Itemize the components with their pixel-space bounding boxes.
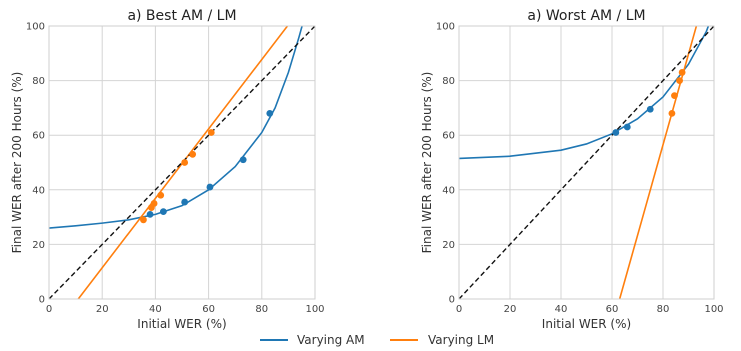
x-tick-label: 100 [704, 304, 723, 315]
y-tick-label: 100 [26, 22, 45, 33]
y-tick-label: 60 [442, 131, 455, 142]
tick-labels: 0 20 40 60 80 100 0 20 40 60 80 100 [26, 22, 325, 316]
y-tick-label: 40 [442, 185, 455, 196]
x-tick-label: 60 [202, 304, 215, 315]
data-point-varying-am [146, 210, 154, 218]
y-axis-label: Final WER after 200 Hours (%) [10, 72, 24, 254]
y-tick-label: 40 [32, 185, 45, 196]
legend-label-varying-lm: Varying LM [428, 333, 494, 347]
x-tick-label: 40 [149, 304, 162, 315]
identity-diagonal [459, 26, 714, 299]
y-tick-label: 0 [39, 295, 45, 306]
x-tick-label: 0 [46, 304, 52, 315]
data-point-varying-am [612, 129, 620, 136]
chart-panel-worst: a) Worst AM / LM Initial WER (%) Final W… [420, 8, 724, 331]
tick-labels: 0 20 40 60 80 100 0 20 40 60 80 100 [436, 22, 724, 316]
chart-title: a) Worst AM / LM [527, 8, 645, 24]
y-tick-label: 20 [442, 240, 455, 251]
y-tick-label: 100 [436, 22, 455, 33]
data-point-varying-lm [676, 77, 683, 84]
data-point-varying-am [181, 198, 189, 206]
x-tick-label: 40 [555, 304, 568, 315]
data-point-varying-lm [671, 92, 678, 100]
plot-frame [458, 25, 715, 300]
data-point-varying-lm [207, 129, 215, 136]
chart-panel-best: a) Best AM / LM Initial WER (%) Final WE… [10, 8, 325, 331]
x-tick-label: 100 [305, 304, 324, 315]
plot-content [459, 26, 714, 299]
data-point-varying-am [239, 156, 247, 164]
x-tick-label: 0 [456, 304, 462, 315]
y-tick-label: 60 [32, 131, 45, 142]
data-point-varying-lm [189, 150, 197, 158]
grid [48, 25, 316, 300]
data-point-varying-lm [157, 191, 165, 199]
x-axis-label: Initial WER (%) [137, 317, 226, 331]
data-point-varying-am [159, 208, 167, 216]
data-point-varying-am [266, 109, 274, 117]
data-point-varying-lm [150, 200, 158, 207]
data-point-varying-am [206, 183, 214, 191]
x-tick-label: 20 [96, 304, 109, 315]
fit-line-varying-lm [618, 26, 698, 299]
data-point-varying-lm [668, 109, 676, 117]
data-point-varying-lm [140, 216, 147, 224]
x-tick-label: 80 [657, 304, 670, 315]
y-tick-label: 80 [442, 76, 455, 87]
y-axis-label: Final WER after 200 Hours (%) [420, 72, 434, 254]
plot-frame [48, 25, 316, 300]
legend: Varying AM Varying LM [260, 333, 494, 347]
data-point-varying-lm [678, 69, 686, 76]
y-tick-label: 0 [449, 295, 455, 306]
x-axis-label: Initial WER (%) [542, 317, 631, 331]
x-tick-label: 60 [606, 304, 619, 315]
data-point-varying-am [646, 105, 654, 113]
x-tick-label: 80 [255, 304, 268, 315]
chart-title: a) Best AM / LM [127, 8, 236, 24]
y-tick-label: 20 [32, 240, 45, 251]
data-point-varying-lm [181, 159, 189, 166]
legend-label-varying-am: Varying AM [297, 333, 365, 347]
data-point-varying-am [623, 123, 631, 131]
plot-content [49, 26, 315, 299]
y-tick-label: 80 [32, 76, 45, 87]
x-tick-label: 20 [504, 304, 517, 315]
